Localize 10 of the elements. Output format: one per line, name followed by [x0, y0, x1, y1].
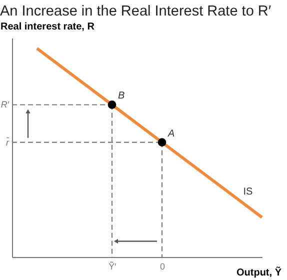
text: R′	[0, 100, 10, 110]
x-axis-title: Output, Ỹ	[236, 266, 282, 278]
chart-title: An Increase in the Real Interest Rate to R′	[0, 4, 272, 20]
series-label: IS	[243, 186, 254, 198]
y-axis-title: Real interest rate, R	[0, 22, 96, 32]
annotation: A	[167, 128, 175, 140]
text: r̄	[6, 137, 10, 148]
x-tick-label: Ỹ′	[108, 262, 117, 272]
annotation: B	[118, 90, 125, 102]
x-tick-label: 0	[160, 262, 166, 272]
